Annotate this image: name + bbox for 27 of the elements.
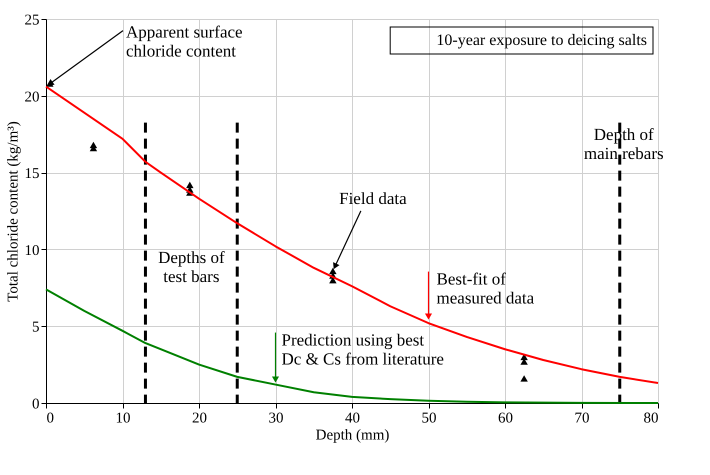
annotation: Apparent surface chloride content bbox=[126, 22, 243, 61]
x-tick-label: 10 bbox=[116, 410, 130, 426]
x-tick-label: 30 bbox=[268, 410, 284, 426]
annotation: Depth of main rebars bbox=[584, 124, 664, 163]
x-tick-label: 50 bbox=[422, 410, 436, 426]
x-tick-label: 40 bbox=[345, 410, 360, 426]
y-tick-label: 10 bbox=[24, 242, 40, 259]
annotation: Field data bbox=[339, 188, 408, 208]
y-axis-title: Total chloride content (kg/m³) bbox=[6, 121, 22, 302]
x-tick-label: 80 bbox=[644, 410, 658, 426]
y-tick-label: 15 bbox=[24, 166, 40, 182]
y-tick-label: 5 bbox=[32, 320, 40, 336]
x-tick-label: 0 bbox=[46, 410, 54, 426]
point bbox=[329, 268, 337, 274]
y-tick-label: 25 bbox=[24, 12, 40, 28]
annotation: Prediction using best Dc & Cs from literature bbox=[282, 330, 444, 369]
x-tick-label: 60 bbox=[498, 410, 513, 426]
x-tick-label: 70 bbox=[574, 410, 590, 426]
y-tick-label: 0 bbox=[32, 396, 40, 412]
annotation: Depths of test bars bbox=[158, 248, 225, 286]
y-tick-label: 20 bbox=[24, 89, 40, 106]
x-tick-label: 20 bbox=[192, 410, 207, 426]
point bbox=[186, 182, 194, 188]
point bbox=[520, 375, 528, 382]
x-axis-title: Depth (mm) bbox=[316, 428, 390, 444]
annotation: Best-fit of measured data bbox=[436, 270, 535, 308]
annotation: 10-year exposure to deicing salts bbox=[436, 32, 647, 49]
